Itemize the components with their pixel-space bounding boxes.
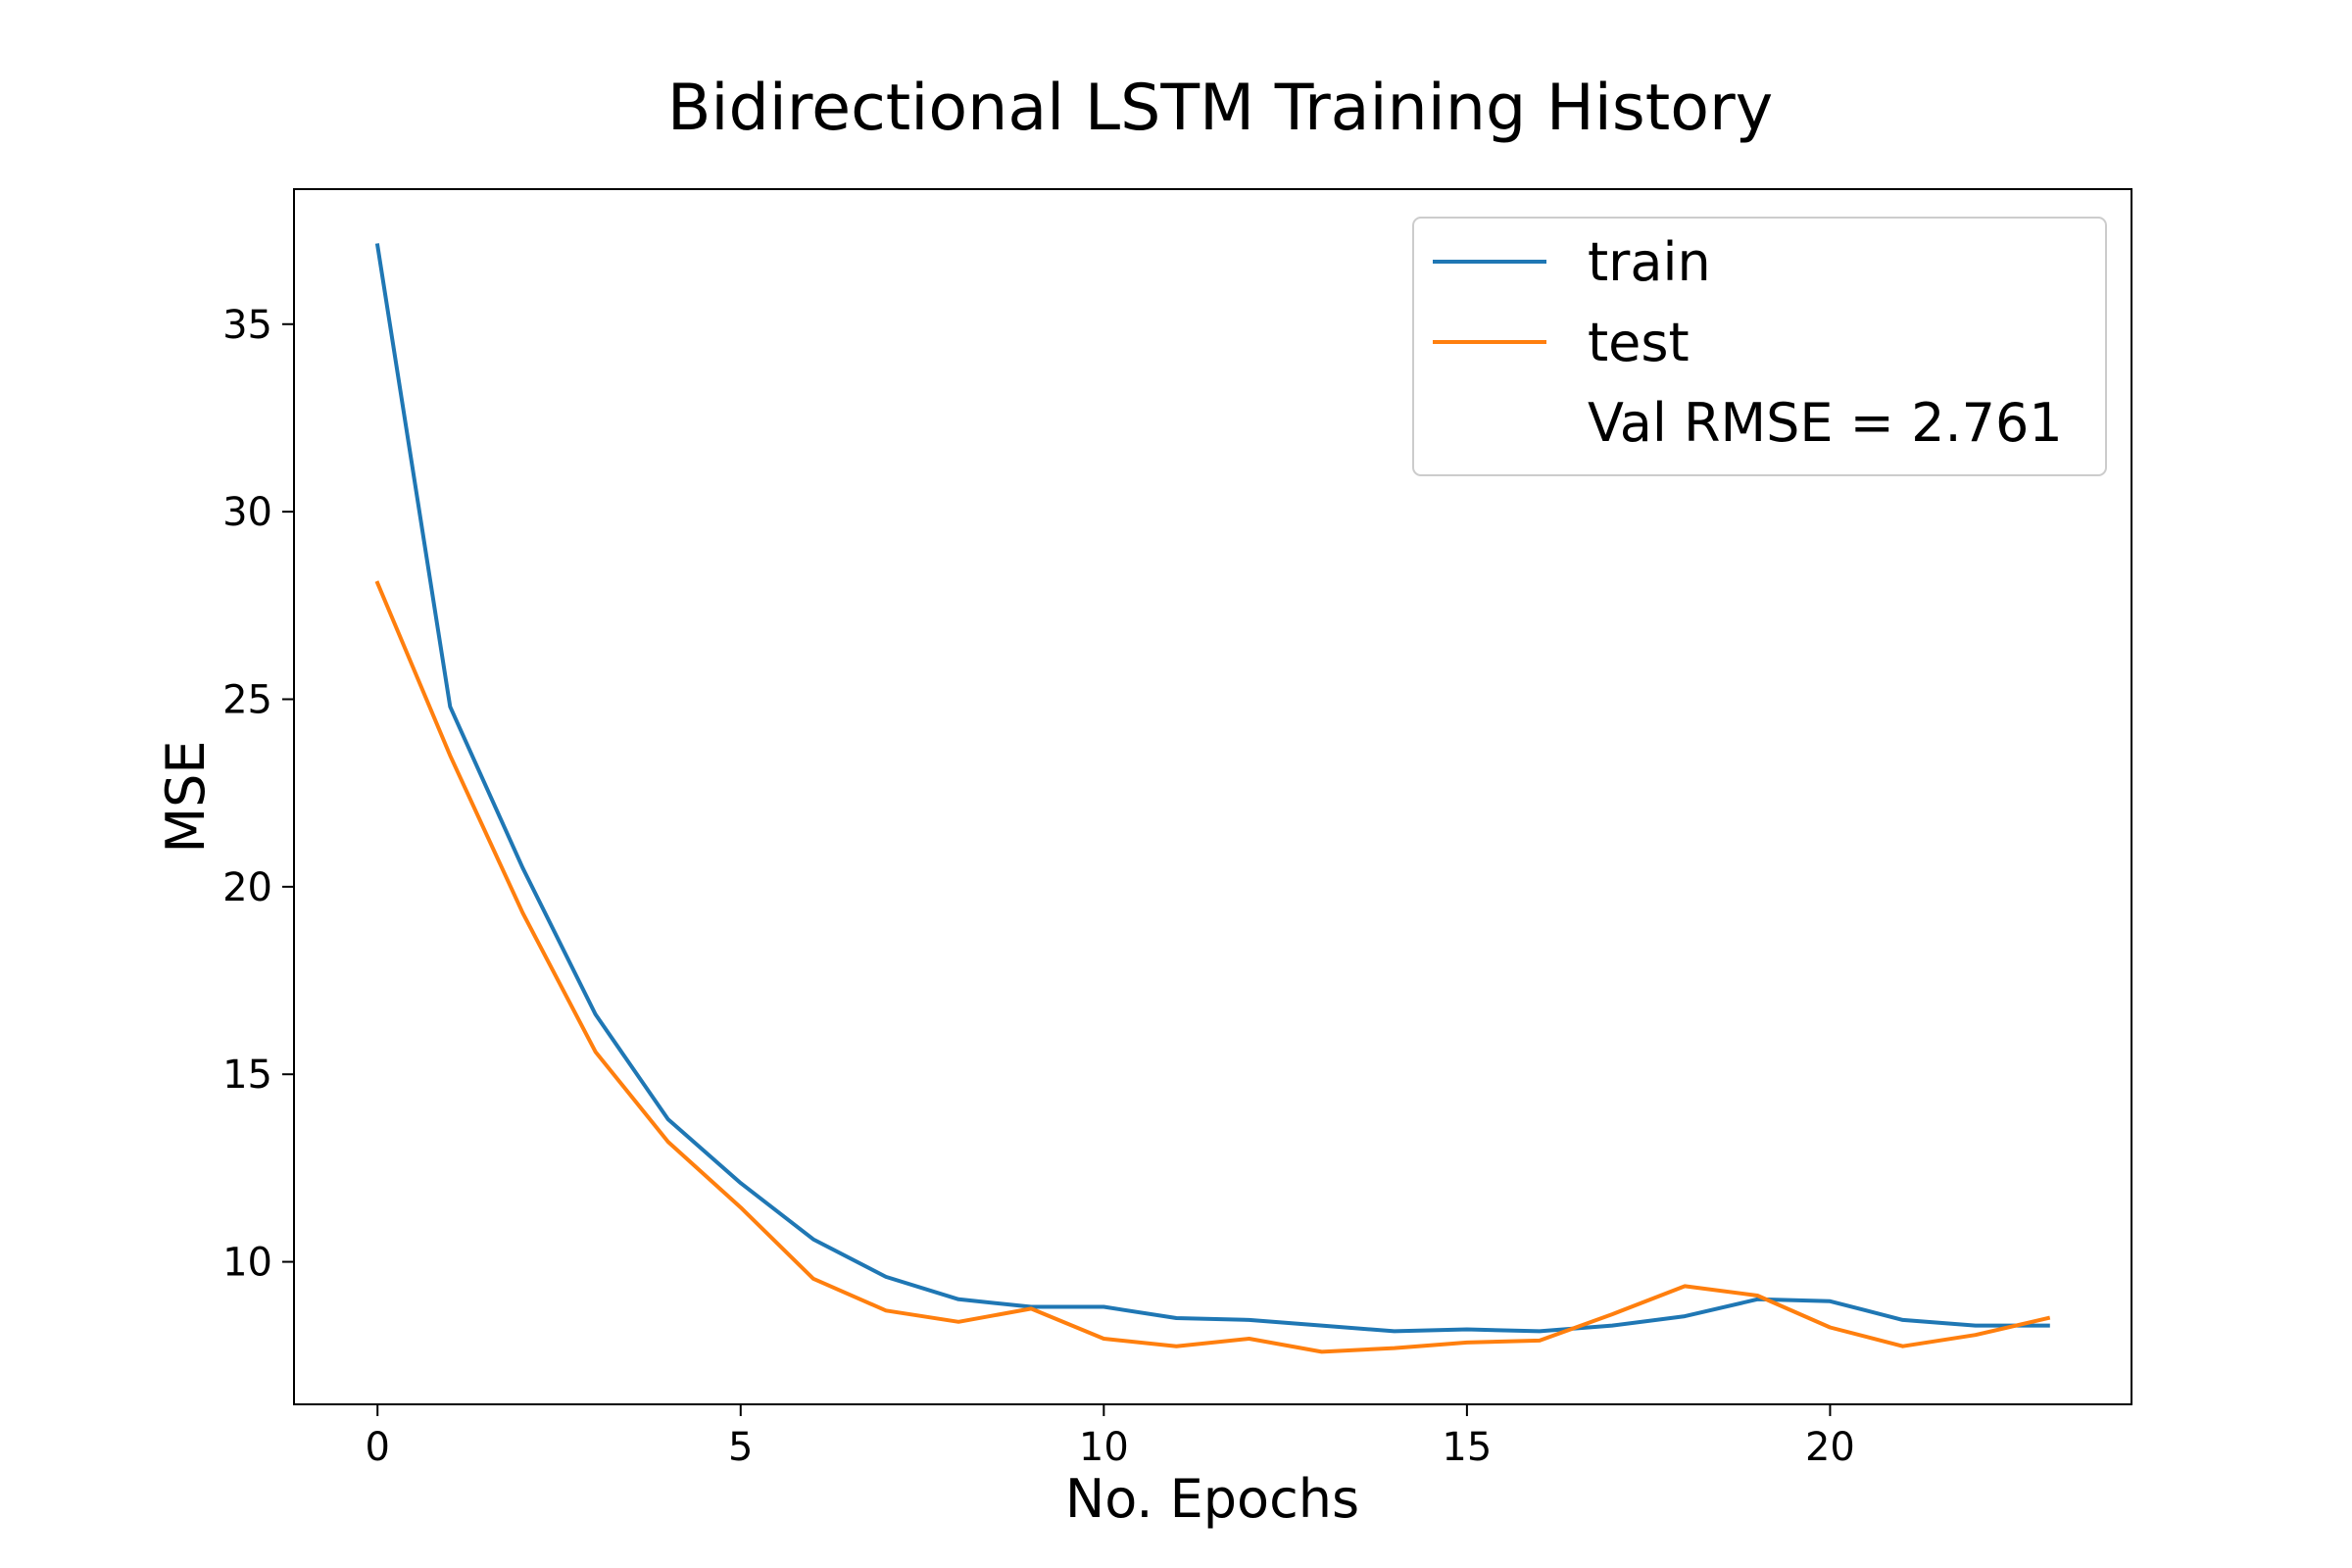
legend-box — [1412, 217, 2107, 476]
y-tick-label: 10 — [222, 1241, 272, 1286]
y-tick-label: 35 — [222, 303, 272, 348]
y-tick-label: 25 — [222, 677, 272, 722]
series-line-test — [374, 580, 2051, 1354]
chart-title: Bidirectional LSTM Training History — [667, 72, 1773, 145]
x-axis-label: No. Epochs — [1065, 1468, 1359, 1530]
x-tick-label: 20 — [1805, 1425, 1855, 1470]
legend-train-label: train — [1588, 231, 1711, 293]
y-tick-label: 15 — [222, 1053, 272, 1098]
y-axis-label: MSE — [155, 741, 217, 854]
x-tick-label: 5 — [728, 1425, 753, 1470]
y-tick-label: 20 — [222, 865, 272, 910]
x-tick-label: 10 — [1079, 1425, 1129, 1470]
legend: train test Val RMSE = 2.761 — [1412, 217, 2107, 476]
legend-rmse-note: Val RMSE = 2.761 — [1588, 392, 2063, 454]
x-tick-label: 0 — [366, 1425, 390, 1470]
y-tick-label: 30 — [222, 490, 272, 535]
legend-test-label: test — [1588, 312, 1690, 373]
y-axis-ticks: 10 15 20 25 30 35 — [222, 303, 294, 1286]
series-layer — [374, 243, 2051, 1354]
x-tick-label: 15 — [1442, 1425, 1492, 1470]
x-axis-ticks: 0 5 10 15 20 — [366, 1404, 1855, 1470]
